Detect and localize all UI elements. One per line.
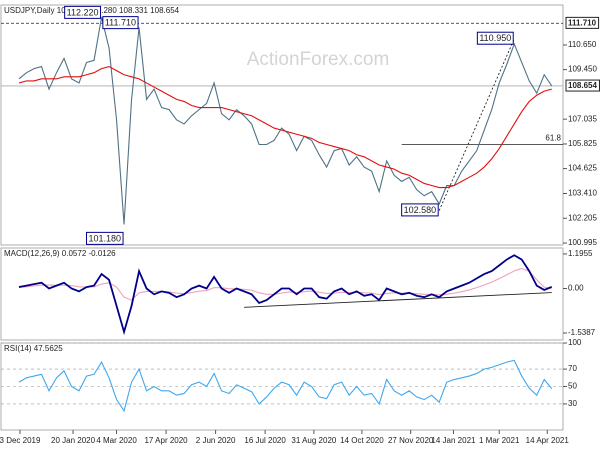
label-box — [102, 16, 139, 30]
y-tick-label: 110.650 — [568, 40, 597, 49]
label-box — [565, 16, 600, 29]
price-level-label: 108.654 — [568, 81, 597, 90]
x-tick-label: 1 Mar 2021 — [479, 436, 520, 445]
y-tick-label: 105.825 — [568, 139, 597, 148]
y-tick-label: 102.205 — [568, 213, 597, 222]
label-box — [476, 31, 514, 45]
panel-title: RSI(14) 47.5625 — [4, 344, 63, 353]
y-tick-label: -1.5387 — [568, 328, 596, 337]
watermark: ActionForex.com — [247, 49, 390, 70]
x-tick-label: 2 Jun 2020 — [196, 436, 236, 445]
y-tick-label: 103.410 — [568, 189, 597, 198]
y-tick-label: 100.995 — [568, 238, 597, 247]
y-tick-label: 30 — [568, 399, 577, 408]
price-annotation: 102.580 — [404, 205, 437, 215]
y-tick-label: 0.00 — [568, 284, 584, 293]
x-tick-label: 31 Aug 2020 — [291, 436, 336, 445]
series-line — [18, 267, 552, 301]
x-tick-label: 16 Jul 2020 — [244, 436, 286, 445]
y-tick-label: 70 — [568, 364, 577, 373]
y-tick-label: 100 — [568, 338, 582, 347]
x-tick-label: 14 Jan 2021 — [431, 436, 476, 445]
y-tick-label: 50 — [568, 382, 577, 391]
y-tick-label: 109.450 — [568, 65, 597, 74]
series-line — [18, 254, 553, 336]
y-tick-label: 104.625 — [568, 164, 597, 173]
series-line — [18, 359, 553, 413]
x-tick-label: 27 Nov 2020 — [388, 436, 434, 445]
price-annotation: 101.180 — [89, 233, 122, 243]
label-box — [64, 5, 102, 19]
y-tick-label: 1.1955 — [568, 249, 593, 258]
price-level-label: 111.710 — [568, 18, 597, 27]
series-line — [18, 65, 552, 189]
price-annotation: 110.950 — [479, 33, 511, 43]
label-box — [565, 79, 600, 92]
trend-line — [438, 38, 515, 211]
trend-line — [244, 292, 552, 308]
panel-frame — [0, 4, 564, 246]
x-tick-label: 17 Apr 2020 — [144, 436, 188, 445]
fib-label: 61.8 — [545, 134, 561, 143]
label-box — [86, 231, 124, 245]
x-tick-label: 3 Dec 2019 — [0, 436, 41, 445]
price-annotation: 112.220 — [67, 7, 99, 17]
panel-title: MACD(12,26,9) 0.0572 -0.0126 — [4, 249, 116, 258]
panel-frame — [0, 247, 564, 341]
x-tick-label: 14 Oct 2020 — [340, 436, 384, 445]
x-tick-label: 4 Mar 2020 — [96, 436, 137, 445]
y-tick-label: 107.035 — [568, 114, 597, 123]
x-tick-label: 14 Apr 2021 — [526, 436, 570, 445]
x-tick-label: 20 Jan 2020 — [51, 436, 96, 445]
label-box — [401, 203, 439, 217]
price-annotation: 111.710 — [105, 18, 136, 28]
